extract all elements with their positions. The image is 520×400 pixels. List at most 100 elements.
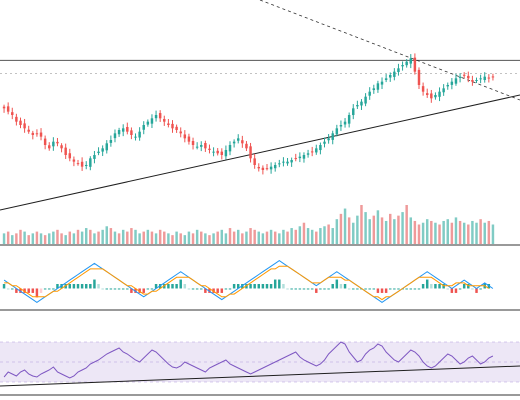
- macd-histogram-bar: [417, 288, 421, 290]
- volume-bar: [421, 222, 425, 244]
- volume-bar: [97, 231, 100, 244]
- candle-body: [39, 132, 43, 137]
- candle-body: [458, 76, 462, 78]
- macd-histogram-bar: [282, 284, 285, 289]
- candle-body: [208, 148, 211, 150]
- candle-body: [146, 121, 150, 125]
- volume-bar: [356, 215, 359, 244]
- volume-bar: [6, 231, 10, 244]
- macd-histogram-bar: [179, 279, 182, 289]
- volume-bar: [93, 233, 96, 244]
- candle-body: [11, 112, 14, 115]
- volume-bar: [393, 219, 396, 244]
- candle-body: [315, 148, 318, 153]
- candle-body: [425, 93, 429, 95]
- macd-histogram-bar: [183, 284, 187, 289]
- candle-body: [126, 126, 129, 132]
- macd-histogram-bar: [48, 288, 51, 290]
- macd-histogram-bar: [109, 288, 113, 290]
- macd-histogram-bar: [323, 288, 326, 290]
- macd-histogram-bar: [113, 288, 117, 290]
- macd-histogram-bar: [356, 288, 359, 290]
- volume-bar: [117, 233, 121, 244]
- volume-bar: [442, 220, 445, 244]
- volume-bar: [76, 229, 80, 244]
- volume-bar: [2, 233, 6, 244]
- volume-bar: [315, 231, 318, 244]
- candle-body: [430, 93, 433, 99]
- candle-body: [101, 148, 104, 152]
- macd-histogram-bar: [458, 288, 462, 290]
- macd-histogram-bar: [84, 284, 88, 289]
- volume-bar: [31, 233, 35, 244]
- candle-body: [187, 136, 191, 142]
- candle-body: [352, 108, 355, 116]
- candle-body: [302, 155, 306, 159]
- volume-bar: [56, 229, 59, 244]
- candle-body: [171, 123, 174, 129]
- candle-body: [257, 166, 261, 169]
- macd-histogram-bar: [224, 288, 228, 290]
- volume-bar: [294, 229, 297, 244]
- volume-bar: [84, 228, 88, 244]
- volume-bar: [109, 228, 113, 244]
- candle-body: [261, 167, 265, 170]
- macd-histogram-bar: [56, 284, 59, 289]
- macd-histogram-bar: [409, 288, 413, 290]
- volume-bar: [261, 233, 265, 244]
- candle-body: [269, 166, 273, 170]
- volume-bar: [232, 231, 236, 244]
- signal-line: [4, 265, 490, 301]
- macd-histogram-bar: [126, 288, 129, 290]
- candle-body: [241, 140, 244, 144]
- macd-histogram-bar: [200, 288, 203, 290]
- volume-bar: [286, 231, 289, 244]
- macd-histogram-bar: [150, 288, 154, 290]
- volume-bar: [491, 224, 495, 244]
- macd-histogram-bar: [352, 288, 355, 290]
- candle-body: [220, 151, 224, 155]
- macd-histogram-bar: [89, 284, 92, 289]
- candle-body: [195, 146, 199, 148]
- volume-bar: [335, 219, 339, 244]
- candle-body: [216, 150, 219, 154]
- macd-histogram-bar: [347, 288, 351, 290]
- volume-bar: [183, 235, 187, 244]
- volume-bar: [187, 231, 191, 244]
- volume-bar: [327, 224, 330, 244]
- volume-bar: [364, 212, 367, 244]
- candle-body: [306, 153, 310, 155]
- volume-bar: [331, 228, 334, 244]
- candle-body: [376, 83, 380, 90]
- volume-bar: [43, 235, 47, 244]
- volume-bar: [425, 219, 429, 244]
- candle-body: [175, 126, 178, 130]
- macd-histogram-bar: [269, 284, 273, 289]
- volume-bar: [35, 231, 39, 244]
- volume-bar: [397, 215, 400, 244]
- macd-histogram-bar: [93, 279, 96, 289]
- macd-histogram-bar: [236, 284, 240, 289]
- volume-bar: [72, 233, 76, 244]
- volume-bar: [269, 229, 273, 244]
- ascending-trendline: [0, 94, 520, 211]
- volume-bar: [413, 220, 417, 244]
- candle-body: [80, 161, 84, 167]
- volume-bar: [487, 220, 491, 244]
- macd-histogram-bar: [454, 288, 458, 293]
- volume-bar: [401, 212, 404, 244]
- candle-body: [224, 150, 228, 157]
- macd-histogram-bar: [421, 284, 425, 289]
- volume-bar: [19, 229, 22, 244]
- candle-body: [380, 81, 384, 85]
- volume-bar: [389, 213, 392, 244]
- volume-bar: [323, 226, 326, 244]
- candle-body: [290, 160, 293, 163]
- volume-bar: [405, 205, 408, 244]
- candle-body: [372, 88, 376, 91]
- candle-body: [23, 123, 26, 129]
- candle-body: [68, 153, 72, 159]
- rsi-line: [3, 341, 494, 379]
- volume-bar: [126, 231, 129, 244]
- candle-body: [163, 118, 166, 122]
